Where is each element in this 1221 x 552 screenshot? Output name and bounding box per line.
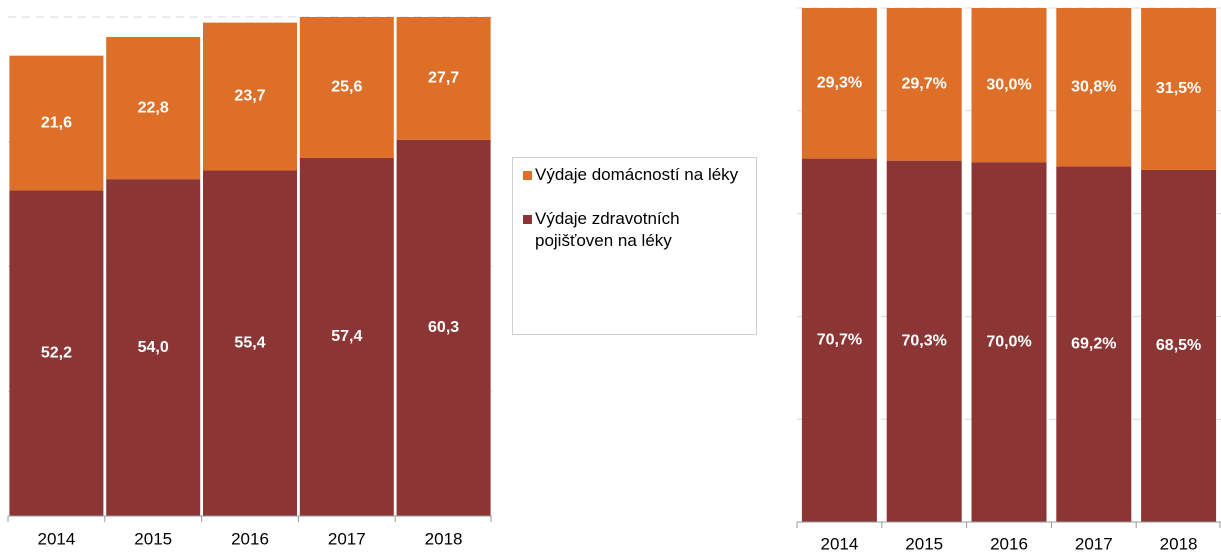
x-tick-label: 2015 bbox=[905, 534, 943, 552]
bar-segment bbox=[203, 22, 297, 171]
bar-segment bbox=[801, 158, 877, 522]
bar-segment bbox=[971, 162, 1047, 522]
data-label: 29,3% bbox=[817, 75, 862, 92]
data-label: 54,0 bbox=[138, 339, 169, 356]
bar-segment bbox=[886, 8, 962, 161]
data-label: 27,7 bbox=[428, 70, 459, 87]
x-tick-label: 2018 bbox=[1160, 534, 1198, 552]
bar-segment bbox=[396, 139, 491, 516]
x-tick-label: 2017 bbox=[328, 529, 366, 548]
labels: 70,7% 70,3% 70,0% 69,2% 68,5% 29,3% 29,7% 30,0%… bbox=[817, 75, 1202, 355]
legend-swatch bbox=[523, 171, 532, 180]
data-label: 60,3 bbox=[428, 319, 459, 336]
bar-segment bbox=[971, 8, 1047, 163]
bar-segment bbox=[106, 36, 201, 180]
bars bbox=[801, 8, 1217, 522]
legend-swatch bbox=[523, 215, 532, 224]
data-label: 70,7% bbox=[817, 332, 862, 349]
bar-segment bbox=[801, 8, 877, 159]
legend-entry: Výdaje zdravotních pojišťoven na léky bbox=[523, 208, 746, 252]
x-tick-label: 2015 bbox=[134, 529, 172, 548]
bar-segment bbox=[9, 55, 104, 191]
bar-segment bbox=[1056, 166, 1132, 522]
data-label: 25,6 bbox=[331, 79, 362, 96]
data-label: 23,7 bbox=[234, 88, 265, 105]
x-tick-label: 2014 bbox=[820, 534, 858, 552]
x-tick-label: 2017 bbox=[1075, 534, 1113, 552]
bar-segment bbox=[886, 160, 962, 522]
bar-segment bbox=[299, 17, 394, 158]
bar-segment bbox=[396, 17, 491, 140]
bar-segment bbox=[1141, 169, 1217, 522]
legend-label: Výdaje zdravotních pojišťoven na léky bbox=[535, 209, 680, 250]
data-label: 57,4 bbox=[331, 328, 362, 345]
data-label: 70,0% bbox=[986, 333, 1031, 350]
data-label: 30,8% bbox=[1071, 78, 1116, 95]
data-label: 29,7% bbox=[902, 76, 947, 93]
data-label: 52,2 bbox=[41, 344, 72, 361]
data-label: 30,0% bbox=[986, 76, 1031, 93]
bar-segment bbox=[1141, 8, 1217, 170]
bar-segment bbox=[9, 190, 104, 516]
bar-segment bbox=[1056, 8, 1132, 167]
x-tick-label: 2018 bbox=[425, 529, 463, 548]
data-label: 70,3% bbox=[902, 333, 947, 350]
data-label: 69,2% bbox=[1071, 335, 1116, 352]
data-label: 68,5% bbox=[1156, 337, 1201, 354]
data-label: 55,4 bbox=[234, 334, 265, 351]
labels: 52,2 54,0 55,4 57,4 60,3 21,6 22,8 23,7 25,6 27,7 bbox=[41, 70, 459, 362]
data-label: 22,8 bbox=[138, 99, 169, 116]
bars bbox=[9, 17, 491, 516]
bar-segment bbox=[203, 170, 297, 516]
x-tick-label: 2014 bbox=[37, 529, 75, 548]
data-label: 31,5% bbox=[1156, 80, 1201, 97]
x-tick-label: 2016 bbox=[990, 534, 1028, 552]
data-label: 21,6 bbox=[41, 114, 72, 131]
legend-label: Výdaje domácností na léky bbox=[535, 165, 739, 184]
bar-segment bbox=[299, 157, 394, 516]
bar-segment bbox=[106, 179, 201, 516]
legend-entry: Výdaje domácností na léky bbox=[523, 164, 746, 186]
x-tick-label: 2016 bbox=[231, 529, 269, 548]
legend: Výdaje domácností na léky Výdaje zdravotn… bbox=[512, 157, 757, 335]
